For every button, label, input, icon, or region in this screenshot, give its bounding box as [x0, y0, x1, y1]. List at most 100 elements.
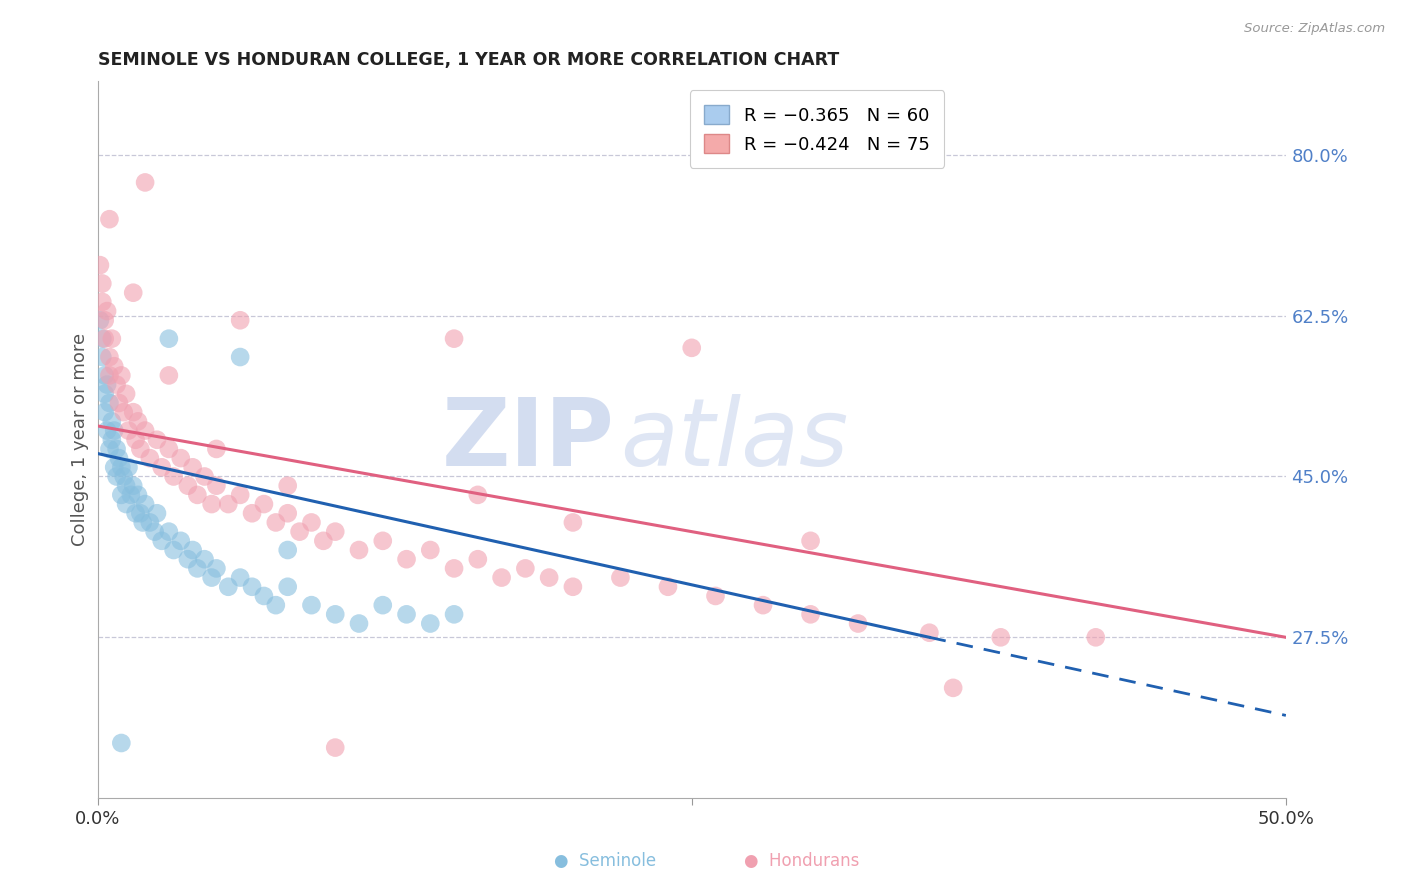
Point — [127, 414, 149, 428]
Point — [609, 571, 631, 585]
Point — [117, 424, 139, 438]
Point — [110, 460, 132, 475]
Point — [93, 368, 115, 383]
Point — [96, 304, 118, 318]
Point — [112, 405, 135, 419]
Point — [129, 506, 152, 520]
Point — [101, 332, 124, 346]
Point — [103, 460, 125, 475]
Point — [918, 625, 941, 640]
Point — [323, 740, 346, 755]
Point — [139, 516, 162, 530]
Point — [89, 258, 111, 272]
Point — [347, 616, 370, 631]
Point — [752, 598, 775, 612]
Point — [277, 506, 299, 520]
Point — [96, 424, 118, 438]
Point — [277, 580, 299, 594]
Point — [846, 616, 869, 631]
Point — [157, 524, 180, 539]
Point — [129, 442, 152, 456]
Point — [443, 561, 465, 575]
Point — [124, 433, 146, 447]
Point — [217, 497, 239, 511]
Point — [134, 497, 156, 511]
Point — [181, 460, 204, 475]
Point — [323, 607, 346, 622]
Text: atlas: atlas — [620, 394, 849, 485]
Point — [101, 414, 124, 428]
Point — [134, 424, 156, 438]
Point — [139, 451, 162, 466]
Point — [120, 488, 142, 502]
Point — [942, 681, 965, 695]
Point — [162, 469, 184, 483]
Point — [157, 332, 180, 346]
Point — [93, 405, 115, 419]
Point — [800, 607, 823, 622]
Point — [127, 488, 149, 502]
Point — [98, 368, 121, 383]
Point — [170, 533, 193, 548]
Point — [253, 497, 276, 511]
Point — [101, 433, 124, 447]
Point — [217, 580, 239, 594]
Point — [181, 543, 204, 558]
Point — [288, 524, 311, 539]
Point — [240, 580, 263, 594]
Point — [93, 386, 115, 401]
Point — [150, 533, 173, 548]
Point — [162, 543, 184, 558]
Point — [515, 561, 537, 575]
Point — [201, 497, 224, 511]
Point — [98, 442, 121, 456]
Point — [681, 341, 703, 355]
Point — [134, 176, 156, 190]
Point — [108, 396, 131, 410]
Point — [89, 313, 111, 327]
Point — [93, 332, 115, 346]
Point — [157, 442, 180, 456]
Point — [301, 598, 323, 612]
Point — [177, 478, 200, 492]
Y-axis label: College, 1 year or more: College, 1 year or more — [72, 334, 89, 546]
Point — [395, 552, 418, 566]
Point — [561, 516, 583, 530]
Point — [323, 524, 346, 539]
Point — [704, 589, 727, 603]
Text: ZIP: ZIP — [441, 393, 614, 486]
Point — [990, 630, 1012, 644]
Point — [115, 497, 138, 511]
Point — [371, 533, 394, 548]
Point — [98, 396, 121, 410]
Point — [229, 488, 252, 502]
Point — [91, 294, 114, 309]
Point — [96, 377, 118, 392]
Point — [143, 524, 166, 539]
Point — [91, 277, 114, 291]
Point — [122, 285, 145, 300]
Point — [347, 543, 370, 558]
Point — [105, 469, 128, 483]
Point — [115, 478, 138, 492]
Point — [103, 359, 125, 374]
Point — [205, 442, 228, 456]
Point — [229, 313, 252, 327]
Point — [264, 598, 287, 612]
Point — [117, 460, 139, 475]
Point — [122, 405, 145, 419]
Point — [110, 368, 132, 383]
Legend: R = −0.365   N = 60, R = −0.424   N = 75: R = −0.365 N = 60, R = −0.424 N = 75 — [690, 90, 945, 168]
Point — [150, 460, 173, 475]
Point — [110, 736, 132, 750]
Point — [132, 516, 155, 530]
Point — [186, 488, 208, 502]
Point — [419, 543, 441, 558]
Text: ●  Seminole: ● Seminole — [554, 852, 655, 870]
Point — [229, 350, 252, 364]
Point — [146, 506, 169, 520]
Point — [800, 533, 823, 548]
Point — [146, 433, 169, 447]
Point — [205, 561, 228, 575]
Point — [443, 607, 465, 622]
